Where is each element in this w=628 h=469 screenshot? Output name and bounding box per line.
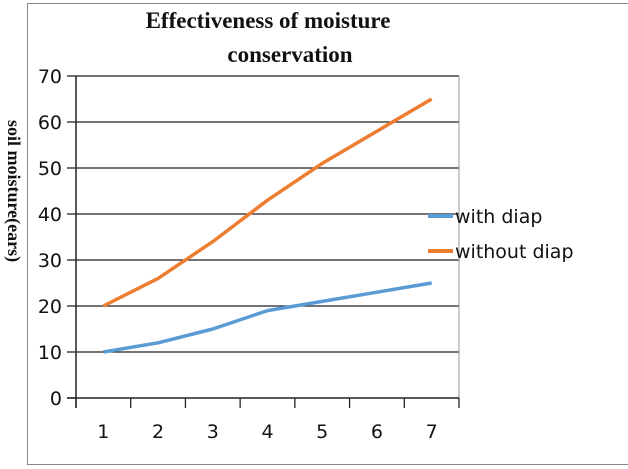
- x-tick-label: 1: [97, 421, 109, 443]
- y-tick-label: 0: [50, 388, 62, 410]
- x-tick-label: 4: [261, 421, 273, 443]
- legend-label: without diap: [455, 241, 574, 263]
- y-tick-label: 50: [38, 158, 62, 180]
- chart-frame: [27, 3, 628, 465]
- series-line-1: [102, 97, 433, 308]
- legend-label: with diap: [455, 206, 542, 228]
- series-line-0: [103, 281, 432, 354]
- y-tick-label: 30: [38, 250, 62, 272]
- y-tick-label: 40: [38, 204, 62, 226]
- y-tick-label: 60: [38, 112, 62, 134]
- x-tick-label: 5: [316, 421, 328, 443]
- x-tick-label: 6: [371, 421, 383, 443]
- y-tick-label: 70: [38, 66, 62, 88]
- x-tick-label: 3: [207, 421, 219, 443]
- chart-title-line-1: Effectiveness of moisture: [145, 8, 391, 33]
- x-tick-label: 7: [426, 421, 438, 443]
- chart-title-line-2: conservation: [227, 42, 353, 67]
- x-tick-label: 2: [152, 421, 164, 443]
- y-tick-label: 20: [38, 296, 62, 318]
- y-tick-label: 10: [38, 342, 62, 364]
